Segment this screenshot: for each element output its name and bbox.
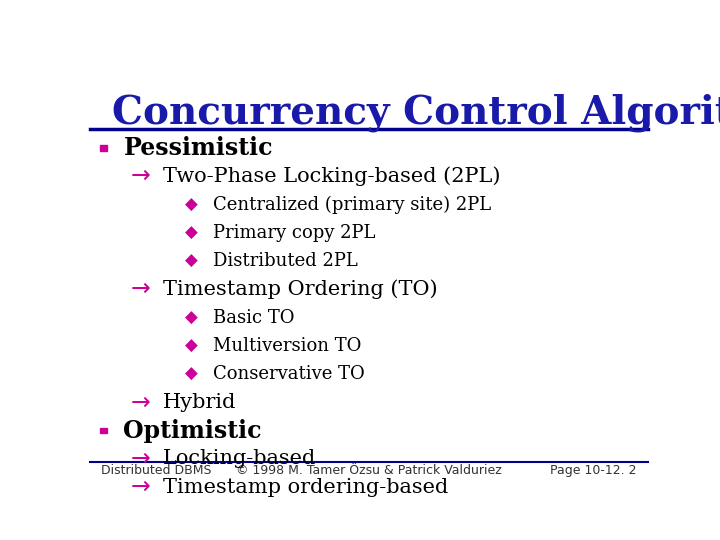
Text: ◆: ◆ [185,337,197,355]
FancyBboxPatch shape [100,428,107,434]
Text: Centralized (primary site) 2PL: Centralized (primary site) 2PL [213,195,491,214]
Text: Conservative TO: Conservative TO [213,365,364,383]
Text: ◆: ◆ [185,252,197,270]
Text: →: → [130,164,150,188]
Text: Hybrid: Hybrid [163,393,236,412]
Text: ◆: ◆ [185,365,197,383]
Text: © 1998 M. Tamer Özsu & Patrick Valduriez: © 1998 M. Tamer Özsu & Patrick Valduriez [236,464,502,477]
Text: →: → [130,390,150,414]
Text: →: → [130,475,150,500]
Text: Multiversion TO: Multiversion TO [213,337,361,355]
Text: Optimistic: Optimistic [124,418,262,443]
Text: Locking-based: Locking-based [163,449,316,469]
FancyBboxPatch shape [100,145,107,151]
Text: →: → [130,278,150,301]
Text: →: → [130,447,150,471]
Text: Two-Phase Locking-based (2PL): Two-Phase Locking-based (2PL) [163,166,500,186]
Text: ◆: ◆ [185,308,197,327]
Text: Page 10-12. 2: Page 10-12. 2 [550,464,637,477]
Text: Pessimistic: Pessimistic [124,136,273,160]
Text: Distributed DBMS: Distributed DBMS [101,464,212,477]
Text: Concurrency Control Algorithms: Concurrency Control Algorithms [112,94,720,132]
Text: Timestamp ordering-based: Timestamp ordering-based [163,478,448,497]
Text: Distributed 2PL: Distributed 2PL [213,252,358,270]
Text: ◆: ◆ [185,224,197,242]
Text: Basic TO: Basic TO [213,308,294,327]
Text: Timestamp Ordering (TO): Timestamp Ordering (TO) [163,280,437,299]
Text: ◆: ◆ [185,195,197,213]
Text: Primary copy 2PL: Primary copy 2PL [213,224,375,242]
